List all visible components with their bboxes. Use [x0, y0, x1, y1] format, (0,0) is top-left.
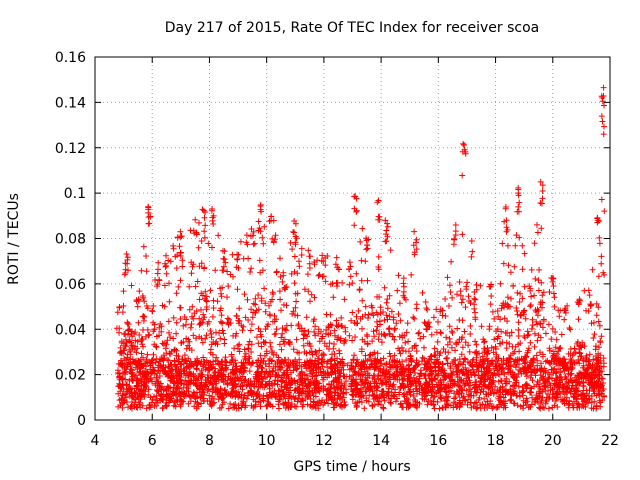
- x-tick-label: 10: [258, 433, 276, 449]
- y-axis-label: ROTI / TECUs: [6, 193, 22, 285]
- x-tick-label: 20: [544, 433, 562, 449]
- y-tick-label: 0.12: [55, 141, 86, 157]
- x-tick-label: 22: [601, 433, 619, 449]
- x-tick-label: 18: [487, 433, 505, 449]
- roti-scatter-points: [113, 84, 608, 412]
- x-tick-label: 6: [148, 433, 157, 449]
- x-tick-label: 16: [429, 433, 447, 449]
- y-tick-label: 0.16: [55, 50, 86, 66]
- x-tick-label: 4: [91, 433, 100, 449]
- y-tick-label: 0.08: [55, 232, 86, 248]
- y-tick-label: 0.14: [55, 95, 86, 111]
- y-tick-label: 0.1: [64, 186, 86, 202]
- y-tick-label: 0.04: [55, 322, 86, 338]
- x-axis-label: GPS time / hours: [293, 459, 410, 475]
- grid-lines: [95, 57, 610, 420]
- axis-ticks: 4 6 8 10 12 14 16 18 20 22 0 0.02 0.04 0.06 0.08 0.1 0.1…: [55, 50, 619, 449]
- y-tick-label: 0: [77, 413, 86, 429]
- x-tick-label: 8: [205, 433, 214, 449]
- x-tick-label: 12: [315, 433, 333, 449]
- chart-title: Day 217 of 2015, Rate Of TEC Index for r…: [165, 20, 540, 36]
- y-tick-label: 0.02: [55, 368, 86, 384]
- data-points: [113, 84, 608, 412]
- x-tick-label: 14: [372, 433, 390, 449]
- y-tick-label: 0.06: [55, 277, 86, 293]
